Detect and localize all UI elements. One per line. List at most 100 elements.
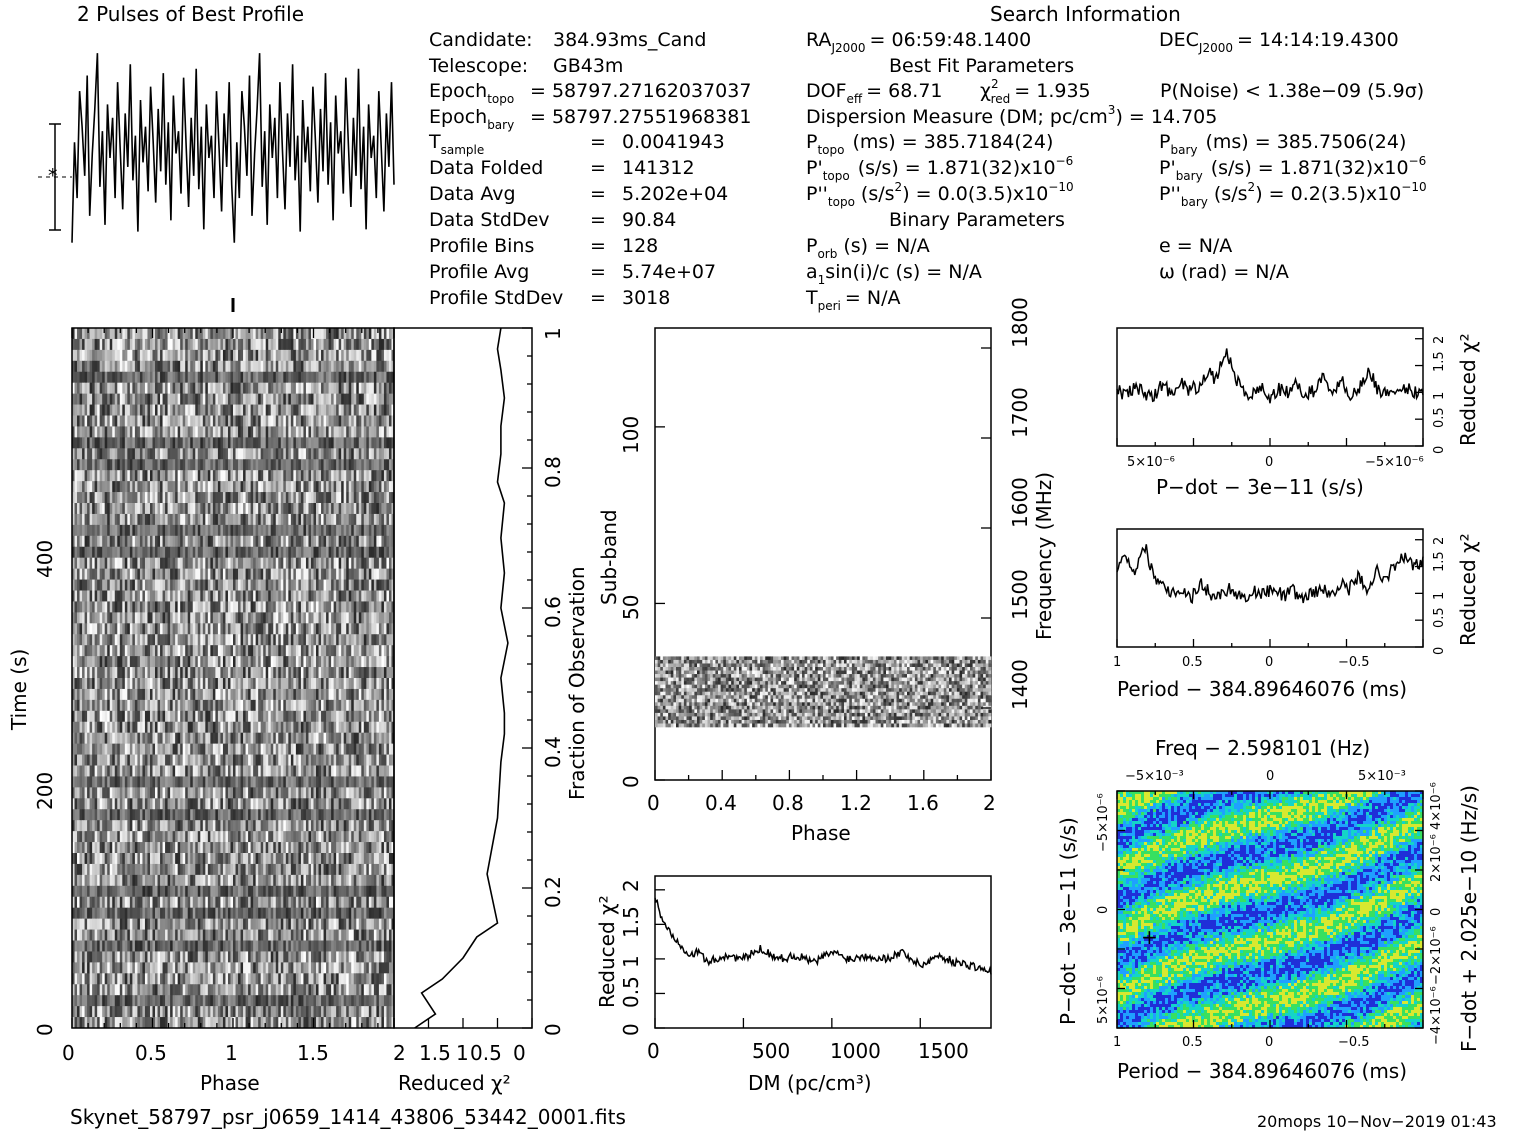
dm-ytick-05: 0.5: [619, 976, 643, 1008]
dm-ytick-2: 2: [619, 879, 643, 892]
svg-text:3018: 3018: [622, 287, 670, 309]
time-phase-panel: 0 0.5 1 1.5 Phase 0 200 400 Time (s): [7, 327, 395, 1095]
time-chi2-panel: 2 1.5 1 0.5 0 Reduced χ² 0 0.2 0.4 0.6 0…: [393, 327, 589, 1095]
frac-tick-0: 0: [541, 1023, 565, 1036]
period-chi2-line: [1116, 544, 1424, 605]
pp-tick-05: 0.5: [1182, 1035, 1203, 1050]
dm-tick-0: 0: [647, 1039, 660, 1063]
svg-text:=: =: [590, 183, 606, 205]
svg-text:5.74e+07: 5.74e+07: [622, 261, 716, 283]
dm-tick-1500: 1500: [918, 1039, 969, 1063]
svg-text:P(Noise) < 1.38e−09 (5.9σ): P(Noise) < 1.38e−09 (5.9σ): [1160, 80, 1424, 102]
period-pdot-heatmap: [1117, 791, 1424, 1029]
tchi-xlabel: Reduced χ²: [398, 1071, 511, 1095]
svg-text:ω (rad) = N/A: ω (rad) = N/A: [1159, 261, 1289, 283]
pd-ylabel: Reduced χ²: [1456, 333, 1480, 446]
svg-text:GB43m: GB43m: [553, 55, 623, 77]
dm-ylabel: Reduced χ²: [595, 895, 619, 1008]
search-info-title: Search Information: [990, 2, 1181, 26]
frac-tick-06: 0.6: [541, 596, 565, 628]
pp-rtick-2: 2×10⁻⁶: [1429, 834, 1444, 882]
pp-rtick-0: 0: [1429, 908, 1444, 916]
pd-xlabel: P−dot − 3e−11 (s/s): [1156, 475, 1364, 499]
pp-toptick-left: −5×10⁻³: [1125, 769, 1184, 784]
svg-text:= 58797.27551968381: = 58797.27551968381: [530, 106, 751, 128]
svg-text:DECJ2000= 14:14:19.4300: DECJ2000 = 14:14:19.4300: [1159, 29, 1399, 55]
svg-text:Profile Bins: Profile Bins: [429, 235, 534, 257]
pp-rtick-m4: −4×10⁻⁶: [1429, 986, 1444, 1045]
svg-text:Data Avg: Data Avg: [429, 183, 516, 205]
dm-ytick-1: 1: [619, 955, 643, 968]
pd-tick-0: 0: [1265, 455, 1273, 470]
svg-text:e = N/A: e = N/A: [1159, 235, 1232, 257]
svg-text:Binary Parameters: Binary Parameters: [889, 209, 1065, 231]
svg-text:Ptopo(ms) = 385.7184(24): Ptopo (ms) = 385.7184(24): [806, 131, 1053, 157]
pp-ytick-0: 0: [1096, 906, 1111, 914]
svg-text:128: 128: [622, 235, 658, 257]
svg-text:141312: 141312: [622, 157, 695, 179]
time-tick-400: 400: [33, 540, 57, 578]
footer-stamp: 20mops 10−Nov−2019 01:43: [1257, 1112, 1497, 1131]
time-tick-0: 0: [33, 1023, 57, 1036]
frac-tick-04: 0.4: [541, 736, 565, 768]
time-chi2-line: [414, 327, 509, 1029]
pp-toptick-right: 5×10⁻³: [1358, 769, 1406, 784]
dm-tick-1000: 1000: [830, 1039, 881, 1063]
svg-text:Data StdDev: Data StdDev: [429, 209, 550, 231]
svg-text:Tperi= N/A: Tperi = N/A: [805, 287, 900, 313]
sb-tick-0: 0: [619, 775, 643, 788]
per-ytick-0: 0: [1432, 647, 1447, 655]
pd-tick-left: 5×10⁻⁶: [1127, 455, 1175, 470]
freq-tick-1500: 1500: [1008, 569, 1032, 620]
svg-text:Dispersion Measure (DM; pc/cm3: Dispersion Measure (DM; pc/cm3) = 14.705: [806, 103, 1217, 128]
pp-xlabel: Period − 384.89646076 (ms): [1117, 1059, 1407, 1083]
time-phase-heatmap: [72, 328, 395, 1029]
pp-rtick-4: 4×10⁻⁶: [1429, 782, 1444, 830]
svg-text:Pbary(ms) = 385.7506(24): Pbary (ms) = 385.7506(24): [1159, 131, 1406, 157]
per-tick-0: 0: [1265, 655, 1273, 670]
per-ytick-05: 0.5: [1432, 607, 1447, 628]
candidate-info: Candidate: 384.93ms_Cand Telescope: GB43…: [428, 29, 751, 309]
phase-tick-1: 1: [225, 1041, 238, 1065]
svg-text:Profile StdDev: Profile StdDev: [429, 287, 563, 309]
sb-tick-50: 50: [619, 595, 643, 620]
pp-title: Freq − 2.598101 (Hz): [1155, 736, 1370, 760]
freq-tick-1800: 1800: [1008, 297, 1032, 348]
per-xlabel: Period − 384.89646076 (ms): [1117, 677, 1407, 701]
pd-ytick-2: 2: [1432, 336, 1447, 344]
svg-text:Epochbary: Epochbary: [429, 106, 514, 132]
svg-text:5.202e+04: 5.202e+04: [622, 183, 728, 205]
svg-text:=: =: [590, 131, 606, 153]
frac-ylabel: Fraction of Observation: [565, 566, 589, 800]
svg-text:Epochtopo: Epochtopo: [429, 80, 514, 106]
pd-ytick-1: 1: [1432, 392, 1447, 400]
svg-text:Best Fit Parameters: Best Fit Parameters: [889, 55, 1074, 77]
sb-phase-tick-04: 0.4: [705, 791, 737, 815]
pp-ylabel-right: F−dot + 2.025e−10 (Hz/s): [1457, 785, 1481, 1052]
per-ylabel: Reduced χ²: [1456, 533, 1480, 646]
profile-title: 2 Pulses of Best Profile: [77, 2, 304, 26]
dm-chi2-panel: 0 500 1000 1500 DM (pc/cm³) 0 0.5 1 1.5 …: [595, 875, 992, 1095]
freq-tick-1400: 1400: [1008, 659, 1032, 710]
search-parameters: RAJ2000 = 06:59:48.1400 DECJ2000 = 14:14:1…: [805, 29, 1427, 313]
svg-text:90.84: 90.84: [622, 209, 676, 231]
period-chi2-panel: 1 0.5 0 −0.5 Period − 384.89646076 (ms) …: [1113, 528, 1480, 701]
svg-text:=: =: [590, 157, 606, 179]
freq-tick-1600: 1600: [1008, 477, 1032, 528]
svg-text:384.93ms_Cand: 384.93ms_Cand: [553, 29, 706, 51]
sb-phase-tick-2: 2: [983, 791, 996, 815]
per-tick-05: 0.5: [1182, 655, 1203, 670]
svg-text:=: =: [590, 209, 606, 231]
sb-ylabel: Sub-band: [597, 509, 621, 605]
sb-phase-tick-12: 1.2: [840, 791, 872, 815]
per-tick-1: 1: [1113, 655, 1121, 670]
svg-text:P'topo(s/s) = 1.871(32)x10−6: P'topo (s/s) = 1.871(32)x10−6: [806, 154, 1073, 183]
svg-text:RAJ2000= 06:59:48.1400: RAJ2000 = 06:59:48.1400: [806, 29, 1031, 55]
svg-text:Data Folded: Data Folded: [429, 157, 543, 179]
pp-tick-1: 1: [1113, 1035, 1121, 1050]
pd-ytick-05: 0.5: [1432, 407, 1447, 428]
per-ytick-1: 1: [1432, 592, 1447, 600]
per-ytick-2: 2: [1432, 537, 1447, 545]
time-tick-200: 200: [33, 772, 57, 810]
